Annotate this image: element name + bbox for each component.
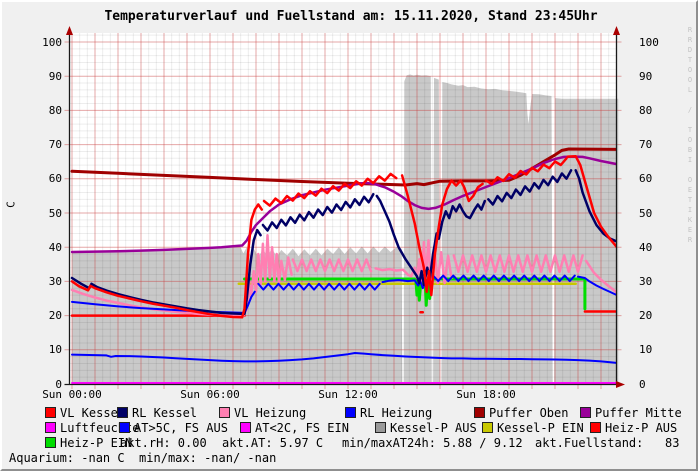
series-rl-heizung [257,282,381,291]
legend-label: AT<2C, FS EIN [255,421,349,435]
legend-swatch-kessel-p-ein [482,422,493,433]
series-rl-kessel [375,194,487,287]
y-tick-label-right-40: 40 [639,240,653,254]
y-tick-label-right-10: 10 [639,343,653,357]
legend-label: Kessel-P EIN [497,421,584,435]
legend-label: RL Kessel [132,406,198,420]
series-vl-heizung [291,258,373,273]
legend-label: Puffer Oben [489,406,569,420]
series-vl-heizung [584,259,617,295]
legend-label: Puffer Mitte [595,406,682,420]
series-rl-heizung [432,274,576,283]
legend-swatch-vl-heizung [219,407,230,418]
y-tick-label-left-100: 100 [42,35,62,49]
legend-label: min/maxAT24h: 5.88 / 9.12 [342,436,523,450]
legend-label: Heiz-P AUS [605,421,678,435]
y-tick-label-left-0: 0 [55,377,62,391]
y-tick-label-right-80: 80 [639,103,653,117]
series-at-5c-fs-aus [71,352,617,364]
y-axis-arrow-left [66,26,73,35]
legend-swatch-puffer-oben [474,407,485,418]
series-rl-kessel [261,192,375,232]
series-rl-heizung [577,275,617,297]
y-tick-label-right-20: 20 [639,309,653,323]
legend-swatch-heiz-p-aus [590,422,601,433]
series-vl-kessel [484,157,568,186]
x-tick-label-12: Sun 12:00 [318,388,378,401]
series-rl-kessel [487,169,573,206]
legend-label: Aquarium: -nan C min/max: -nan/ -nan [9,451,277,465]
y-tick-label-right-30: 30 [639,274,653,288]
legend-label: akt.rH: 0.00 [120,436,207,450]
legend-swatch-kessel-p-aus [375,422,386,433]
rrdtool-watermark: RRDTOOL / TOBI OETIKER [686,26,694,246]
series-vl-kessel [70,203,264,319]
x-tick-label-18: Sun 18:00 [456,388,516,401]
series-rl-kessel [70,228,262,316]
y-tick-label-left-20: 20 [48,309,62,323]
series-vl-kessel [400,174,484,297]
legend-swatch-at-2c-fs-ein [240,422,251,433]
legend-label: Kessel-P AUS [390,421,477,435]
legend-label: akt.Fuellstand: 83 [535,436,680,450]
series-vl-heizung [452,254,584,274]
data-series [70,147,617,384]
graph-title: Temperaturverlauf und Fuellstand am: 15.… [104,9,598,24]
legend-swatch-vl-kessel [45,407,56,418]
legend-label: Heiz-P EIN [60,436,133,450]
y-axis-arrow-right [613,26,620,35]
y-tick-label-right-100: 100 [639,35,659,49]
legend-swatch-rl-kessel [117,407,128,418]
legend-label: VL Kessel [60,406,126,420]
y-tick-label-left-50: 50 [48,206,62,220]
x-tick-label-6: Sun 06:00 [180,388,240,401]
series-vl-kessel [566,154,617,249]
legend-label: RL Heizung [360,406,433,420]
y-tick-label-left-70: 70 [48,138,62,152]
y-tick-label-left-90: 90 [48,69,62,83]
legend-label: VL Heizung [234,406,307,420]
series-vl-kessel [262,172,398,207]
axes [64,26,625,388]
y-tick-label-right-60: 60 [639,172,653,186]
y-tick-label-left-30: 30 [48,274,62,288]
legend-swatch-luftfeuchte [45,422,56,433]
y-tick-label-left-10: 10 [48,343,62,357]
y-tick-label-right-90: 90 [639,69,653,83]
y-tick-label-right-50: 50 [639,206,653,220]
y-tick-label-left-80: 80 [48,103,62,117]
series-puffer-oben [70,147,617,187]
y-tick-label-right-0: 0 [639,377,646,391]
series-vl-heizung [374,239,453,290]
x-axis-arrow [616,381,625,388]
legend-label: akt.AT: 5.97 C [222,436,324,450]
legend-label: AT>5C, FS AUS [134,421,228,435]
legend-swatch-heiz-p-ein [45,437,56,448]
y-tick-label-left-60: 60 [48,172,62,186]
legend-swatch-rl-heizung [345,407,356,418]
x-tick-label-0: Sun 00:00 [42,388,102,401]
legend-swatch-at-5c-fs-aus [119,422,130,433]
legend-swatch-puffer-mitte [580,407,591,418]
y-tick-label-left-40: 40 [48,240,62,254]
y-tick-label-right-70: 70 [639,138,653,152]
